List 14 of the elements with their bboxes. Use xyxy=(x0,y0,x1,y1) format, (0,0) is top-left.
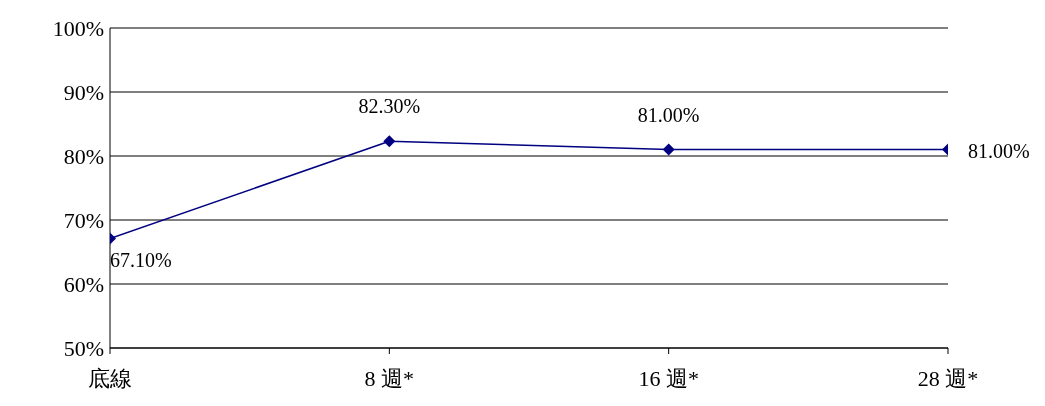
data-label: 82.30% xyxy=(358,95,421,118)
data-label: 81.00% xyxy=(637,103,700,126)
y-tick-label: 100% xyxy=(52,15,104,41)
y-tick-label: 60% xyxy=(63,271,104,297)
x-tick-label: 底線 xyxy=(88,365,132,391)
data-label: 81.00% xyxy=(968,139,1030,162)
y-tick-label: 50% xyxy=(63,335,104,361)
data-label: 67.10% xyxy=(110,248,172,271)
x-tick-label: 16 週* xyxy=(638,365,699,391)
y-tick-label: 70% xyxy=(63,207,104,233)
y-tick-label: 80% xyxy=(63,143,104,169)
x-tick-label: 28 週* xyxy=(917,365,979,391)
x-tick-label: 8 週* xyxy=(364,365,415,391)
y-tick-label: 90% xyxy=(63,79,104,105)
